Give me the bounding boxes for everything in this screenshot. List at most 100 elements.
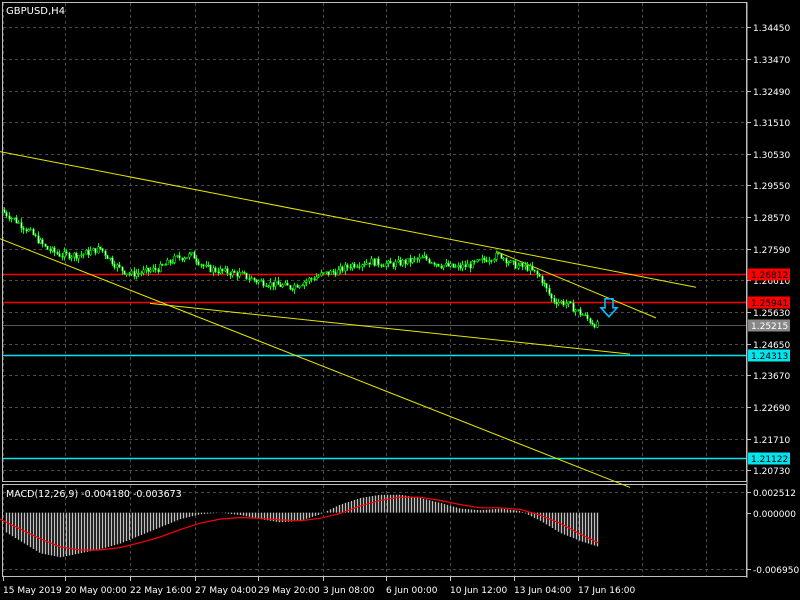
candle-body [332, 270, 335, 273]
candle-body [375, 258, 378, 266]
y-tick-label: 1.33470 [753, 56, 790, 66]
candle-body [176, 255, 179, 257]
candle-body [471, 260, 474, 269]
candle-body [315, 276, 318, 280]
candle-body [212, 267, 215, 273]
candle-body [521, 262, 524, 267]
candle-body [351, 263, 354, 269]
y-tick-label: 1.22690 [753, 404, 790, 414]
candle-body [593, 324, 596, 328]
candle-body [440, 265, 443, 268]
candle-body [217, 271, 220, 274]
candle-body [574, 309, 577, 312]
candle-body [195, 258, 198, 262]
candle-body [341, 266, 344, 272]
candle-body [445, 263, 448, 266]
candle-body [209, 265, 212, 273]
candle-body [92, 248, 95, 251]
y-tick-label: 1.20730 [753, 467, 790, 477]
candle-body [65, 251, 68, 254]
candle-body [589, 318, 592, 323]
candle-body [233, 270, 236, 273]
candle-body [301, 284, 304, 287]
candle-body [495, 252, 498, 260]
candle-body [389, 260, 392, 264]
candle-body [505, 257, 508, 264]
candle-body [202, 264, 205, 267]
candle-body [281, 284, 284, 288]
candle-body [171, 262, 174, 264]
candle-body [493, 259, 496, 262]
candle-body [433, 262, 436, 265]
candle-body [61, 256, 64, 258]
candle-body [248, 278, 251, 280]
candle-body [586, 314, 589, 319]
candle-body [39, 239, 42, 244]
candle-body [101, 248, 104, 252]
x-tick-label: 10 Jun 12:00 [450, 586, 507, 596]
x-tick-label: 20 May 00:00 [65, 586, 127, 596]
candle-body [404, 259, 407, 265]
trendline [0, 238, 631, 488]
candle-body [145, 267, 148, 271]
candle-body [25, 229, 28, 232]
trendline [496, 251, 657, 319]
candle-body [452, 263, 455, 268]
candle-body [543, 282, 546, 285]
candle-body [591, 322, 594, 325]
candle-body [116, 264, 119, 268]
candle-body [80, 254, 83, 257]
level-price-tag [748, 268, 790, 281]
candle-body [97, 246, 100, 254]
candle-body [27, 229, 30, 232]
candle-body [483, 257, 486, 261]
candle-body [317, 275, 320, 278]
candle-body [250, 277, 253, 280]
x-tick-label: 27 May 04:00 [195, 586, 257, 596]
current-price-label: 1.25215 [751, 322, 788, 332]
candle-body [15, 217, 18, 224]
candle-body [140, 272, 143, 275]
candle-body [82, 253, 85, 256]
candle-body [459, 265, 462, 269]
candle-body [536, 270, 539, 275]
candle-body [8, 215, 11, 220]
candle-body [457, 265, 460, 268]
candle-body [142, 269, 145, 274]
candle-body [89, 250, 92, 256]
candle-body [349, 267, 352, 269]
candle-body [157, 269, 160, 272]
candle-body [447, 263, 450, 267]
candle-body [442, 264, 445, 268]
candle-body [397, 259, 400, 263]
chart-title: GBPUSD,H4 [6, 6, 65, 17]
candle-body [236, 272, 239, 277]
candle-body [524, 265, 527, 267]
candle-body [231, 270, 234, 276]
candle-body [185, 256, 188, 259]
candle-body [485, 259, 488, 262]
y-tick-label: 1.29550 [753, 182, 790, 192]
candle-body [358, 266, 361, 268]
candle-body [274, 280, 277, 287]
candle-body [409, 258, 412, 263]
candle-body [435, 263, 438, 266]
candle-body [361, 264, 364, 268]
candle-body [550, 293, 553, 299]
x-tick-label: 22 May 16:00 [130, 586, 192, 596]
candle-body [548, 287, 551, 295]
candle-body [464, 264, 467, 268]
candle-body [178, 255, 181, 259]
candle-body [128, 273, 131, 275]
candle-body [277, 280, 280, 285]
candle-body [111, 257, 114, 265]
level-price-label: 1.25941 [751, 299, 788, 309]
candle-body [327, 271, 330, 275]
candle-body [473, 260, 476, 263]
candle-body [500, 253, 503, 259]
candle-body [353, 263, 356, 268]
candle-body [428, 259, 431, 263]
candle-body [313, 278, 316, 281]
candle-body [34, 234, 37, 236]
candle-body [449, 263, 452, 267]
